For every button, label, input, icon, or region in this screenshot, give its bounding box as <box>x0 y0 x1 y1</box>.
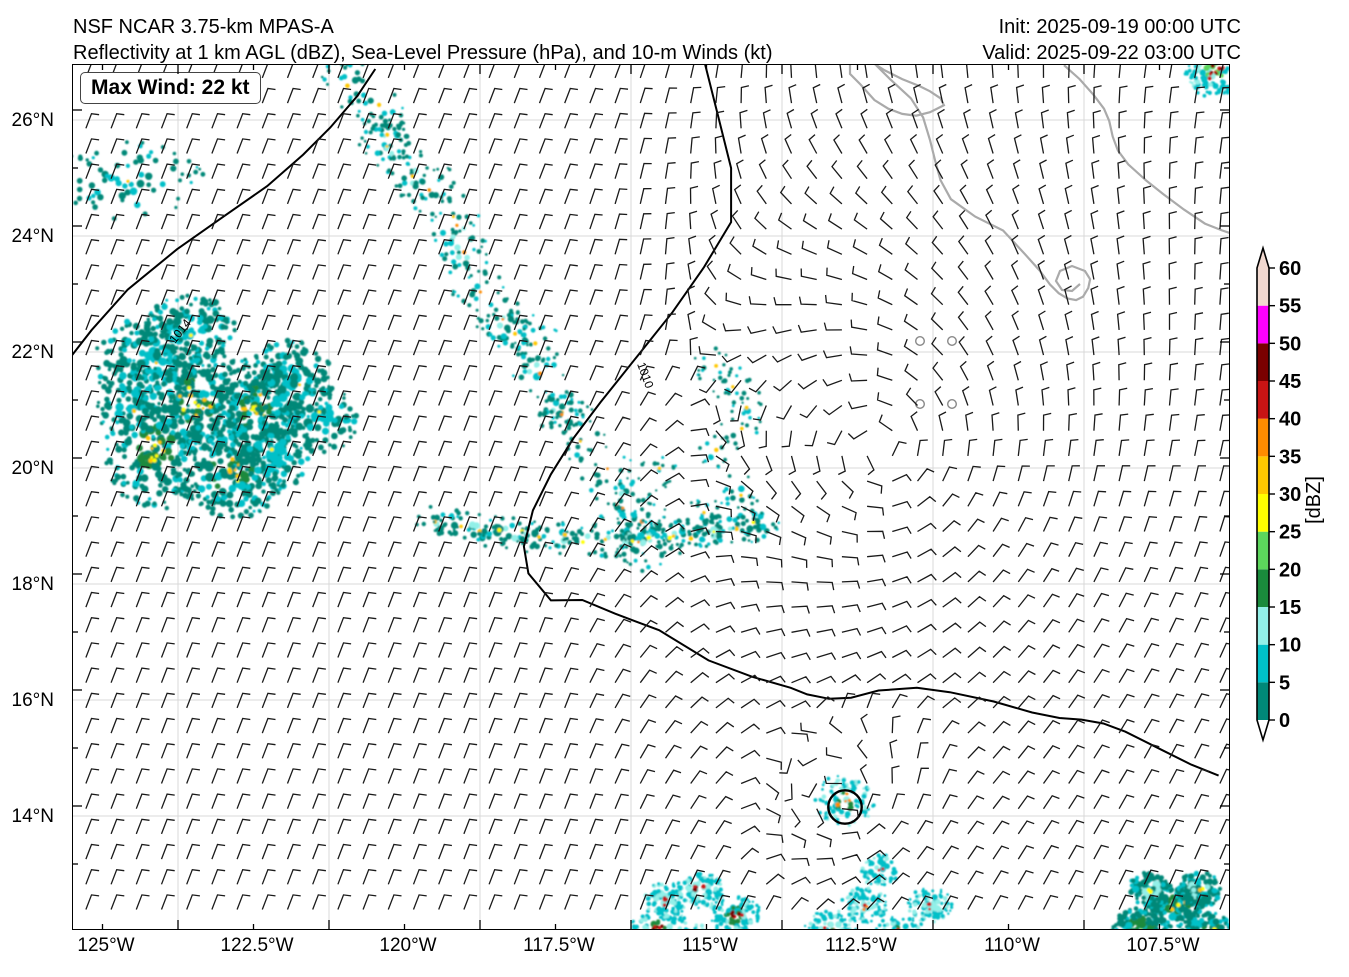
svg-text:[dBZ]: [dBZ] <box>1303 476 1325 524</box>
svg-text:15: 15 <box>1279 597 1301 619</box>
svg-text:55: 55 <box>1279 296 1301 318</box>
svg-text:60: 60 <box>1279 258 1301 280</box>
svg-text:45: 45 <box>1279 371 1301 393</box>
svg-text:20: 20 <box>1279 559 1301 581</box>
svg-text:40: 40 <box>1279 409 1301 431</box>
svg-text:10: 10 <box>1279 635 1301 657</box>
svg-text:0: 0 <box>1279 710 1290 732</box>
svg-text:30: 30 <box>1279 484 1301 506</box>
svg-text:5: 5 <box>1279 672 1290 694</box>
svg-text:25: 25 <box>1279 522 1301 544</box>
svg-text:35: 35 <box>1279 446 1301 468</box>
svg-text:50: 50 <box>1279 333 1301 355</box>
